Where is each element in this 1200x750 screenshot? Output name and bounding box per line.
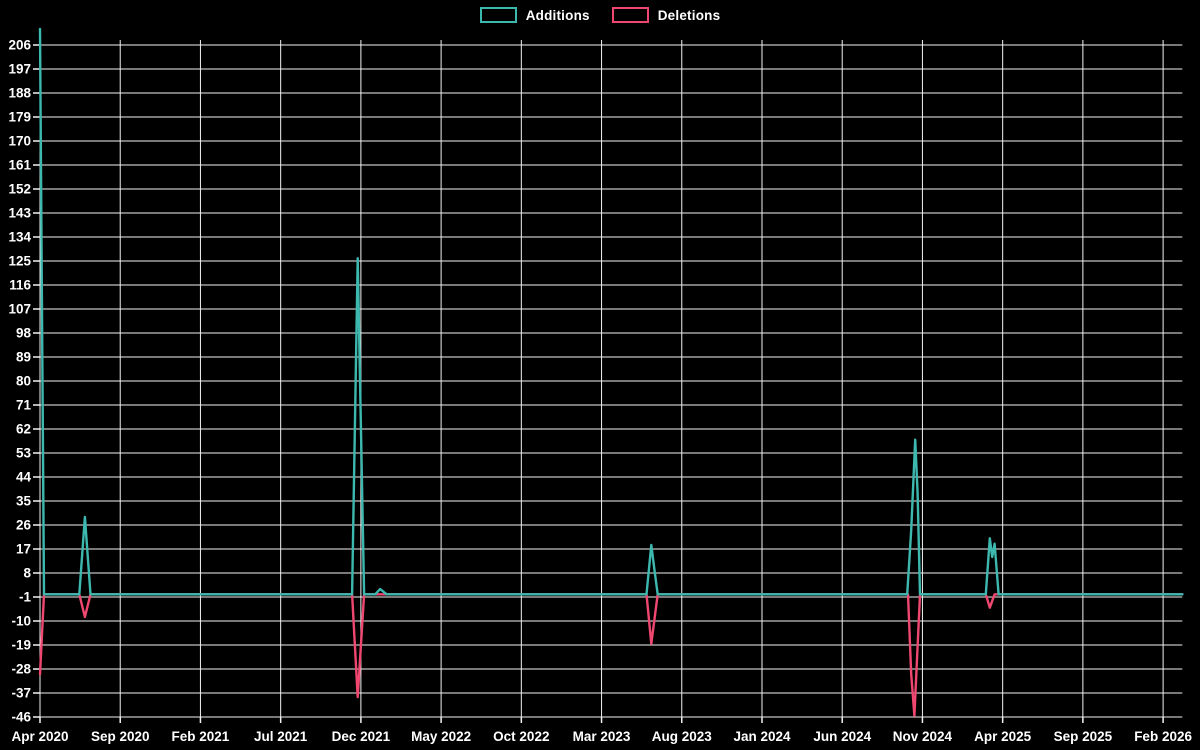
x-tick-label: Oct 2022 — [493, 729, 549, 744]
x-tick-label: Feb 2021 — [172, 729, 230, 744]
y-tick-label: 170 — [8, 134, 31, 149]
x-tick-label: Apr 2020 — [11, 729, 68, 744]
y-tick-label: 89 — [16, 350, 31, 365]
legend-label-additions: Additions — [525, 7, 590, 23]
x-tick-label: Jan 2024 — [733, 729, 791, 744]
y-tick-label: 98 — [16, 326, 32, 341]
y-tick-label: 53 — [16, 446, 32, 461]
series-line-deletions — [38, 593, 1184, 717]
y-tick-label: 17 — [16, 542, 31, 557]
x-tick-label: Mar 2023 — [573, 729, 631, 744]
x-tick-label: Nov 2024 — [893, 729, 953, 744]
y-tick-label: 71 — [16, 398, 32, 413]
x-tick-label: Jun 2024 — [813, 729, 871, 744]
legend-item-additions[interactable]: Additions — [479, 7, 590, 23]
y-tick-label: -10 — [11, 614, 31, 629]
y-tick-label: 107 — [8, 302, 31, 317]
y-tick-label: 197 — [8, 62, 31, 77]
y-tick-label: 62 — [16, 422, 31, 437]
y-tick-label: 134 — [8, 230, 31, 245]
x-tick-label: May 2022 — [411, 729, 471, 744]
y-tick-label: -1 — [19, 590, 31, 605]
y-tick-label: 206 — [8, 38, 31, 53]
x-tick-label: Dec 2021 — [332, 729, 391, 744]
y-tick-label: 116 — [9, 278, 31, 293]
y-tick-label: 143 — [8, 206, 31, 221]
y-tick-label: 26 — [16, 518, 32, 533]
chart-legend: Additions Deletions — [0, 7, 1200, 23]
y-tick-label: 152 — [8, 182, 31, 197]
y-tick-label: 161 — [8, 158, 31, 173]
y-tick-label: -46 — [11, 710, 31, 725]
y-tick-label: -37 — [11, 686, 31, 701]
y-tick-label: 44 — [16, 470, 32, 485]
y-tick-label: 8 — [23, 566, 31, 581]
y-tick-label: 179 — [8, 110, 31, 125]
deletions-swatch-icon — [611, 7, 649, 23]
y-tick-label: 80 — [16, 374, 31, 389]
y-tick-label: 188 — [8, 86, 31, 101]
y-tick-label: -28 — [11, 662, 31, 677]
y-tick-label: -19 — [11, 638, 31, 653]
y-tick-label: 35 — [16, 494, 32, 509]
x-tick-label: Sep 2020 — [91, 729, 150, 744]
y-tick-label: 125 — [8, 254, 31, 269]
x-tick-label: Aug 2023 — [652, 729, 713, 744]
x-tick-label: Feb 2026 — [1134, 729, 1192, 744]
x-tick-label: Jul 2021 — [254, 729, 308, 744]
x-tick-label: Apr 2025 — [974, 729, 1032, 744]
additions-swatch-icon — [479, 7, 517, 23]
series-line-additions — [38, 27, 1184, 596]
x-tick-label: Sep 2025 — [1054, 729, 1113, 744]
legend-label-deletions: Deletions — [657, 7, 721, 23]
legend-item-deletions[interactable]: Deletions — [611, 7, 721, 23]
